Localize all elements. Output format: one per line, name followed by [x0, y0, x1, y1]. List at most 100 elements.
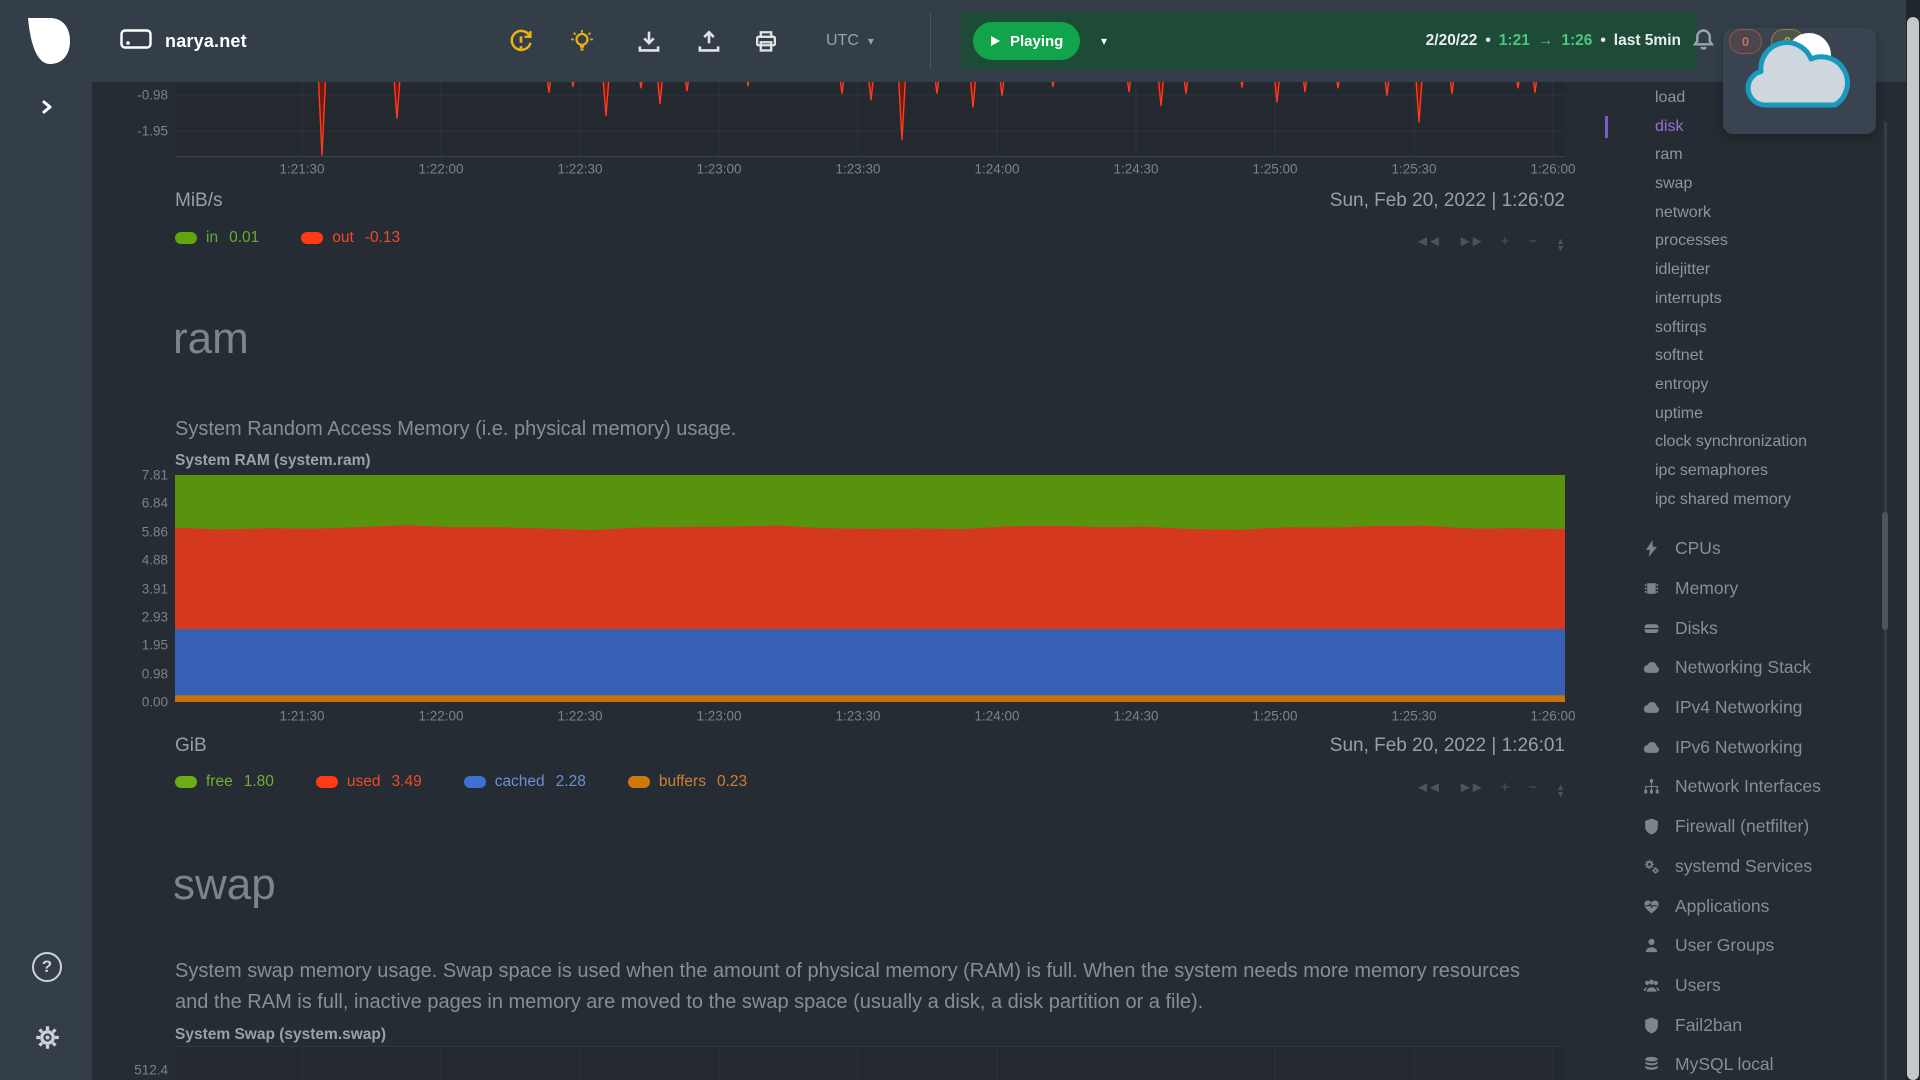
- ram-chart-controls[interactable]: ◄◄ ►► + − ▲ ▼: [1325, 777, 1565, 799]
- submenu-item-disk[interactable]: disk: [1605, 113, 1883, 142]
- topbar-divider: [930, 13, 931, 69]
- legend-item-in[interactable]: in 0.01: [175, 229, 259, 247]
- network-chart-plot[interactable]: [175, 82, 1565, 157]
- x-axis-tick: 1:24:00: [974, 161, 1020, 177]
- legend-item-free[interactable]: free 1.80: [175, 773, 274, 791]
- refresh-alert-icon[interactable]: [506, 27, 536, 57]
- menu-item-network-interfaces[interactable]: Network Interfaces: [1641, 767, 1901, 807]
- legend-item-out[interactable]: out -0.13: [301, 229, 400, 247]
- node-selector[interactable]: narya.net: [120, 0, 247, 82]
- net-legend: in 0.01 out -0.13: [175, 226, 400, 250]
- submenu-item-softirqs[interactable]: softirqs: [1655, 318, 1707, 336]
- gears-icon: [1641, 858, 1661, 875]
- menu-item-fail2ban[interactable]: Fail2ban: [1641, 1005, 1901, 1045]
- zoom-in-icon[interactable]: +: [1500, 779, 1510, 796]
- legend-item-used[interactable]: used 3.49: [315, 773, 422, 791]
- menu-item-ipv6-networking[interactable]: IPv6 Networking: [1641, 727, 1901, 767]
- range-dot: •: [1600, 32, 1606, 49]
- range-date: 2/20/22: [1425, 32, 1478, 49]
- play-state-button[interactable]: Playing: [973, 22, 1081, 60]
- legend-item-cached[interactable]: cached 2.28: [463, 773, 586, 791]
- submenu-item-ipc-semaphores[interactable]: ipc semaphores: [1655, 461, 1768, 479]
- netdata-logo-icon[interactable]: [24, 14, 74, 73]
- notifications-bell-icon[interactable]: [1690, 27, 1717, 59]
- swap-chart-plot[interactable]: [175, 1046, 1565, 1080]
- page-scrollbar-thumb[interactable]: [1907, 17, 1919, 1080]
- forward-icon[interactable]: ►►: [1457, 779, 1485, 796]
- menu-item-cpus[interactable]: CPUs: [1641, 529, 1901, 569]
- x-axis-tick: 1:23:30: [835, 708, 881, 724]
- rewind-icon[interactable]: ◄◄: [1415, 779, 1442, 796]
- import-icon[interactable]: [634, 27, 664, 57]
- x-axis-tick: 1:23:00: [696, 161, 742, 177]
- legend-value: -0.13: [364, 229, 401, 246]
- menu-item-user-groups[interactable]: User Groups: [1641, 926, 1901, 966]
- timezone-selector[interactable]: UTC ▾: [826, 0, 874, 82]
- menu-item-users[interactable]: Users: [1641, 966, 1901, 1006]
- submenu-item-ram[interactable]: ram: [1655, 146, 1683, 164]
- ram-ytick: 6.84: [141, 495, 168, 511]
- cloud-icon: [1641, 659, 1661, 676]
- net-chart-controls[interactable]: ◄◄ ►► + − ▲ ▼: [1325, 231, 1565, 253]
- submenu-item-idlejitter[interactable]: idlejitter: [1655, 261, 1711, 279]
- time-range-panel[interactable]: Playing ▾ 2/20/22 • 1:21 → 1:26 • last 5…: [961, 12, 1697, 70]
- export-icon[interactable]: [694, 27, 724, 57]
- rewind-icon[interactable]: ◄◄: [1415, 233, 1442, 250]
- menu-item-label: Disks: [1675, 617, 1718, 638]
- netdata-cloud-icon[interactable]: [1741, 36, 1859, 115]
- help-button[interactable]: ?: [32, 952, 62, 982]
- submenu-item-clock-synchronization[interactable]: clock synchronization: [1655, 433, 1808, 451]
- x-axis-tick: 1:22:00: [418, 708, 464, 724]
- disk-icon: [1641, 620, 1661, 637]
- menu-item-ipv4-networking[interactable]: IPv4 Networking: [1641, 688, 1901, 728]
- menu-item-mysql-local[interactable]: MySQL local: [1641, 1045, 1901, 1080]
- news-bulb-icon[interactable]: [567, 27, 597, 57]
- zoom-in-icon[interactable]: +: [1500, 233, 1510, 250]
- forward-icon[interactable]: ►►: [1457, 233, 1485, 250]
- submenu-item-softnet[interactable]: softnet: [1655, 347, 1704, 365]
- section-menu: CPUs Memory Disks Networking Stack IPv4 Netw…: [1641, 529, 1901, 1080]
- zoom-out-icon[interactable]: −: [1528, 233, 1538, 250]
- menu-item-disks[interactable]: Disks: [1641, 608, 1901, 648]
- resize-vertical-icon[interactable]: ▲ ▼: [1556, 782, 1565, 799]
- menu-item-firewall-netfilter-[interactable]: Firewall (netfilter): [1641, 807, 1901, 847]
- bolt-icon: [1641, 540, 1661, 558]
- ram-ytick: 7.81: [141, 467, 168, 483]
- menu-item-label: Users: [1675, 974, 1721, 995]
- resize-vertical-icon[interactable]: ▲ ▼: [1556, 236, 1565, 253]
- submenu-item-interrupts[interactable]: interrupts: [1655, 289, 1722, 307]
- submenu-item-swap[interactable]: swap: [1655, 175, 1693, 193]
- ram-chart-plot[interactable]: [175, 475, 1565, 702]
- expand-sidebar-chevron-icon[interactable]: [38, 98, 56, 116]
- submenu-item-network[interactable]: network: [1655, 203, 1712, 221]
- legend-swatch: [463, 776, 486, 788]
- submenu-item-ipc-shared-memory[interactable]: ipc shared memory: [1655, 490, 1792, 508]
- legend-item-buffers[interactable]: buffers 0.23: [627, 773, 747, 791]
- menu-item-networking-stack[interactable]: Networking Stack: [1641, 648, 1901, 688]
- submenu-item-uptime[interactable]: uptime: [1655, 404, 1704, 422]
- sidebar-scrollbar-thumb[interactable]: [1882, 512, 1888, 630]
- shield-icon: [1641, 818, 1661, 835]
- critical-alerts-badge[interactable]: 0: [1729, 29, 1762, 54]
- settings-gear-icon[interactable]: [34, 1024, 60, 1050]
- print-icon[interactable]: [751, 27, 781, 57]
- play-caret-icon[interactable]: ▾: [1101, 34, 1108, 48]
- date-range[interactable]: 2/20/22 • 1:21 → 1:26 • last 5min: [1426, 32, 1681, 50]
- page-scrollbar[interactable]: [1906, 0, 1920, 1080]
- menu-item-memory[interactable]: Memory: [1641, 569, 1901, 609]
- menu-item-systemd-services[interactable]: systemd Services: [1641, 847, 1901, 887]
- x-axis-tick: 1:22:00: [418, 161, 464, 177]
- submenu-item-load[interactable]: load: [1655, 89, 1686, 106]
- ram-section-description: System Random Access Memory (i.e. physic…: [175, 418, 737, 440]
- menu-item-label: systemd Services: [1675, 855, 1813, 876]
- top-bar: narya.net UTC ▾ Playing ▾: [0, 0, 1920, 82]
- submenu-item-processes[interactable]: processes: [1655, 232, 1728, 250]
- legend-label: buffers: [658, 773, 706, 790]
- legend-label: used: [346, 773, 381, 790]
- menu-item-applications[interactable]: Applications: [1641, 886, 1901, 926]
- menu-item-label: Networking Stack: [1675, 657, 1812, 678]
- swap-chart-title: System Swap (system.swap): [175, 1026, 387, 1043]
- submenu-item-entropy[interactable]: entropy: [1655, 375, 1709, 393]
- zoom-out-icon[interactable]: −: [1528, 779, 1538, 796]
